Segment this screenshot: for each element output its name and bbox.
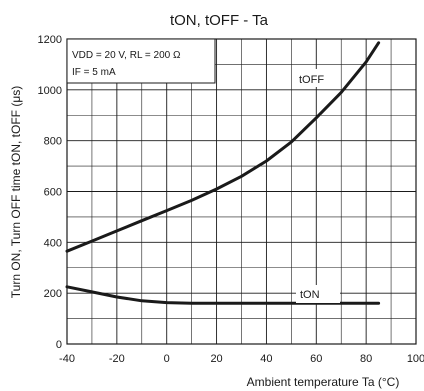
series-label-toff: tOFF: [299, 74, 324, 86]
condition-line-2: IF = 5 mA: [72, 67, 116, 78]
x-tick-label: 100: [407, 353, 424, 365]
condition-line-1: VDD = 20 V, RL = 200 Ω: [72, 50, 181, 61]
x-axis-label: Ambient temperature Ta (°C): [247, 375, 400, 389]
chart-title: tON, tOFF - Ta: [170, 12, 269, 29]
x-tick-label: 0: [164, 353, 170, 365]
y-tick-label: 0: [56, 339, 62, 351]
y-axis-label: Turn ON, Turn OFF time tON, tOFF (μs): [9, 86, 23, 298]
y-tick-label: 200: [44, 288, 62, 300]
y-tick-label: 1000: [38, 85, 62, 97]
x-tick-label: -40: [59, 353, 75, 365]
x-tick-labels: -40 -20 0 20 40 60 80 100: [59, 353, 424, 365]
y-tick-label: 400: [44, 237, 62, 249]
y-tick-label: 600: [44, 187, 62, 199]
x-tick-label: 80: [360, 353, 372, 365]
series-label-ton: tON: [300, 289, 320, 301]
x-tick-label: -20: [109, 353, 125, 365]
x-tick-label: 40: [260, 353, 272, 365]
x-tick-label: 20: [210, 353, 222, 365]
y-tick-label: 1200: [38, 34, 62, 46]
y-tick-labels: 0 200 400 600 800 1000 1200: [38, 34, 62, 351]
x-tick-label: 60: [310, 353, 322, 365]
y-tick-label: 800: [44, 136, 62, 148]
